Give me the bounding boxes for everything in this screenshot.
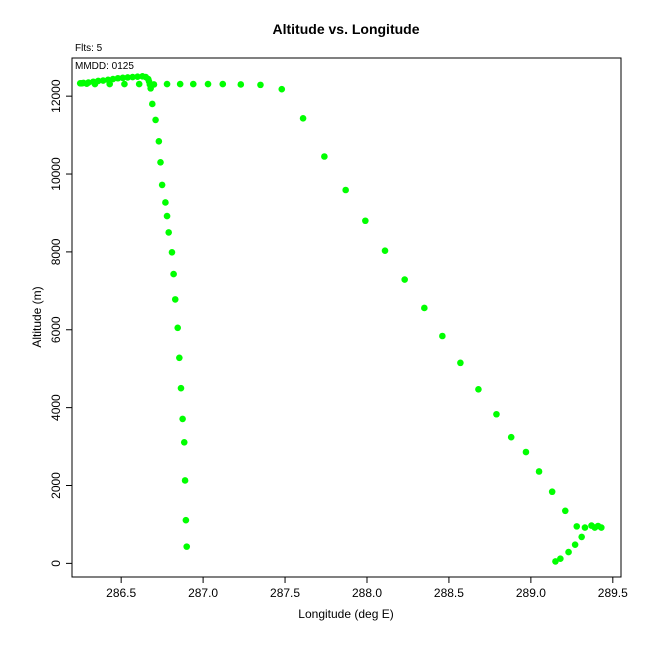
data-point	[147, 85, 154, 92]
data-point	[99, 77, 107, 84]
data-point	[168, 248, 176, 256]
x-tick-label: 288.0	[352, 586, 382, 600]
data-point	[94, 77, 102, 85]
data-point	[85, 79, 92, 86]
data-point	[401, 276, 408, 283]
x-tick-label: 286.5	[106, 586, 136, 600]
data-point	[176, 80, 184, 88]
data-point	[114, 74, 122, 82]
data-point	[158, 181, 166, 189]
data-point	[237, 81, 245, 88]
data-point	[362, 217, 369, 225]
data-point	[552, 558, 559, 565]
data-point	[129, 73, 136, 81]
data-point	[183, 543, 191, 550]
data-point	[219, 80, 227, 88]
x-tick-label: 287.5	[270, 586, 300, 600]
data-point	[181, 477, 189, 484]
data-point	[321, 153, 328, 160]
data-point	[124, 74, 132, 81]
y-tick-label: 4000	[49, 394, 63, 421]
data-point	[189, 80, 197, 88]
plot-frame	[71, 57, 622, 578]
x-axis: 286.5 287.0 287.5 288.0 288.5 289.0 289.5	[106, 576, 628, 600]
data-point	[162, 199, 169, 206]
data-point	[581, 524, 589, 531]
data-point	[121, 80, 128, 88]
data-point	[176, 354, 183, 362]
flights-count-label: Flts: 5	[75, 43, 103, 54]
data-point	[571, 541, 579, 548]
data-point	[565, 548, 572, 556]
data-point	[80, 79, 87, 87]
data-point	[177, 384, 185, 392]
data-point	[109, 75, 117, 83]
data-points	[76, 72, 605, 565]
data-point	[149, 100, 156, 108]
data-point	[157, 159, 164, 166]
y-tick-label: 12000	[49, 79, 63, 113]
data-point	[180, 438, 188, 446]
data-point	[170, 270, 177, 278]
data-point	[119, 74, 127, 82]
y-tick-label: 0	[49, 560, 63, 567]
data-point	[135, 80, 143, 88]
data-point	[535, 468, 543, 475]
y-tick-label: 6000	[49, 316, 63, 343]
mmdd-label: MMDD: 0125	[75, 61, 134, 72]
data-point	[381, 247, 389, 255]
data-point	[299, 115, 307, 122]
data-point	[578, 533, 585, 541]
data-point	[598, 524, 605, 531]
y-tick-label: 8000	[49, 238, 63, 265]
data-point	[257, 81, 264, 89]
y-tick-label: 10000	[49, 157, 63, 191]
data-point	[171, 296, 179, 303]
x-tick-label: 288.5	[434, 586, 464, 600]
data-point	[165, 229, 172, 236]
data-point	[104, 76, 112, 84]
y-tick-label: 2000	[49, 472, 63, 499]
data-point	[155, 138, 163, 145]
x-tick-label: 289.5	[598, 586, 628, 600]
chart-title: Altitude vs. Longitude	[273, 21, 420, 37]
x-tick-label: 287.0	[188, 586, 218, 600]
data-point	[475, 386, 482, 393]
data-point	[163, 80, 171, 88]
data-point	[90, 78, 97, 86]
data-point	[204, 80, 212, 88]
x-tick-label: 289.0	[516, 586, 546, 600]
data-point	[557, 555, 564, 563]
data-point	[182, 516, 190, 524]
data-point	[573, 523, 581, 530]
y-axis-label: Altitude (m)	[30, 286, 44, 347]
data-point	[522, 448, 530, 456]
data-point	[278, 85, 286, 93]
data-point	[507, 433, 515, 441]
data-point	[152, 116, 159, 124]
data-point	[174, 324, 182, 332]
data-point	[421, 304, 428, 312]
data-point	[342, 186, 349, 194]
data-point	[561, 507, 569, 515]
x-axis-label: Longitude (deg E)	[298, 607, 393, 621]
y-axis: 0 2000 4000 6000 8000 10000 12000	[49, 79, 73, 567]
data-point	[493, 410, 500, 418]
data-point	[163, 212, 171, 220]
data-point	[179, 415, 186, 423]
data-point	[134, 73, 141, 80]
data-point	[439, 332, 446, 340]
data-point	[457, 359, 464, 367]
data-point	[548, 488, 556, 496]
